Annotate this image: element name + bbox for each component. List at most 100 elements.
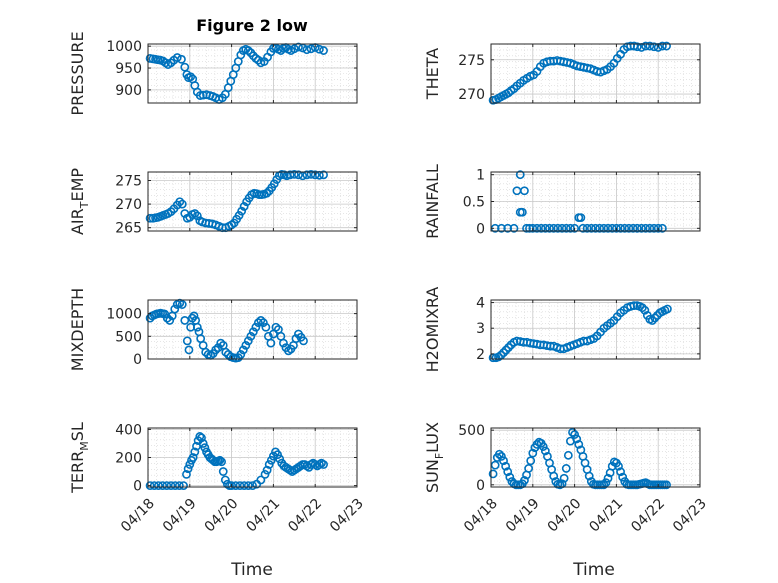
data-point bbox=[266, 338, 276, 348]
data-point bbox=[553, 223, 563, 233]
data-point bbox=[662, 41, 671, 51]
y-axis-label: TERRMSL bbox=[68, 422, 91, 494]
data-point bbox=[197, 433, 206, 443]
data-point bbox=[641, 41, 651, 51]
data-point bbox=[504, 343, 513, 352]
data-point bbox=[246, 331, 256, 341]
data-point bbox=[494, 449, 504, 459]
data-point bbox=[559, 473, 569, 483]
data-point bbox=[235, 481, 245, 490]
data-point bbox=[499, 456, 508, 466]
data-point bbox=[200, 443, 210, 453]
axes-frame bbox=[147, 43, 358, 104]
data-point bbox=[645, 41, 655, 51]
data-point bbox=[289, 169, 299, 179]
y-tick-label: 0 bbox=[476, 478, 485, 494]
data-point bbox=[172, 53, 182, 62]
data-point bbox=[192, 211, 202, 221]
data-point bbox=[177, 54, 186, 64]
data-point bbox=[563, 450, 573, 460]
y-tick-label: 275 bbox=[115, 173, 142, 189]
data-point bbox=[595, 223, 605, 233]
data-point bbox=[616, 467, 625, 477]
axes-frame bbox=[490, 43, 701, 104]
axes-frame bbox=[490, 427, 701, 488]
data-point bbox=[253, 55, 263, 65]
data-point bbox=[497, 452, 506, 461]
data-point bbox=[239, 481, 249, 490]
data-point bbox=[637, 223, 646, 233]
y-tick-label: 0 bbox=[133, 352, 142, 368]
data-point bbox=[637, 303, 647, 313]
data-point bbox=[248, 327, 258, 337]
y-tick-label: 1000 bbox=[106, 307, 142, 323]
data-point bbox=[227, 481, 236, 490]
data-point bbox=[185, 460, 195, 469]
data-point bbox=[302, 170, 312, 180]
data-point bbox=[522, 223, 531, 233]
data-point bbox=[591, 223, 600, 233]
y-tick-label: 900 bbox=[115, 83, 142, 99]
y-tick-label: 270 bbox=[458, 87, 485, 103]
data-point bbox=[221, 347, 231, 357]
data-point bbox=[310, 170, 320, 180]
subplot-3: 265 270 275 AIRTEMP bbox=[68, 168, 358, 237]
data-point bbox=[584, 471, 594, 481]
y-tick-label: 265 bbox=[115, 221, 142, 237]
data-point bbox=[162, 481, 172, 490]
data-point bbox=[641, 223, 651, 233]
data-point bbox=[188, 453, 198, 462]
data-point bbox=[572, 434, 582, 444]
y-tick-label: 950 bbox=[115, 61, 142, 77]
data-point bbox=[289, 44, 299, 54]
data-point bbox=[262, 188, 272, 198]
data-point bbox=[158, 481, 168, 490]
data-point bbox=[618, 472, 628, 482]
data-point bbox=[520, 476, 529, 485]
data-point bbox=[566, 223, 575, 233]
y-axis-label: THETA bbox=[423, 48, 442, 100]
data-point bbox=[645, 223, 655, 233]
data-point bbox=[306, 44, 316, 54]
data-point bbox=[170, 481, 180, 490]
data-point bbox=[243, 46, 253, 55]
data-point bbox=[650, 313, 660, 323]
data-point bbox=[526, 456, 536, 466]
data-point bbox=[154, 481, 163, 490]
y-tick-label: 200 bbox=[115, 451, 142, 467]
data-point bbox=[629, 301, 639, 311]
subplot-5: 0 500 1000 MIXDEPTH bbox=[68, 288, 358, 371]
data-point bbox=[220, 475, 230, 485]
data-point bbox=[586, 223, 596, 233]
data-point bbox=[264, 460, 274, 469]
data-point bbox=[261, 322, 271, 332]
data-point bbox=[557, 223, 567, 233]
data-point bbox=[215, 455, 225, 465]
data-point bbox=[515, 170, 525, 180]
data-point bbox=[180, 316, 190, 325]
subplot-6: 2 3 4 H2OMIXRA bbox=[423, 287, 701, 372]
data-point bbox=[549, 223, 559, 233]
data-point bbox=[616, 223, 625, 233]
data-point bbox=[279, 338, 288, 348]
data-point bbox=[649, 223, 659, 233]
data-point bbox=[251, 322, 261, 332]
data-point bbox=[524, 464, 534, 473]
data-point bbox=[509, 223, 519, 233]
y-axis-label: AIRTEMP bbox=[68, 168, 91, 235]
data-point bbox=[561, 464, 571, 473]
data-point bbox=[218, 467, 228, 476]
data-point bbox=[314, 44, 324, 54]
data-point bbox=[503, 467, 513, 477]
data-point bbox=[166, 481, 176, 490]
data-point bbox=[649, 42, 659, 52]
data-point bbox=[302, 45, 312, 55]
data-point bbox=[239, 202, 249, 211]
data-point bbox=[528, 448, 538, 458]
y-axis-label: SUNFLUX bbox=[423, 422, 446, 493]
data-point bbox=[237, 206, 247, 216]
y-axis-label: PRESSURE bbox=[68, 31, 87, 115]
x-axis-label-left: Time bbox=[230, 560, 273, 580]
y-tick-label: 400 bbox=[115, 422, 142, 438]
